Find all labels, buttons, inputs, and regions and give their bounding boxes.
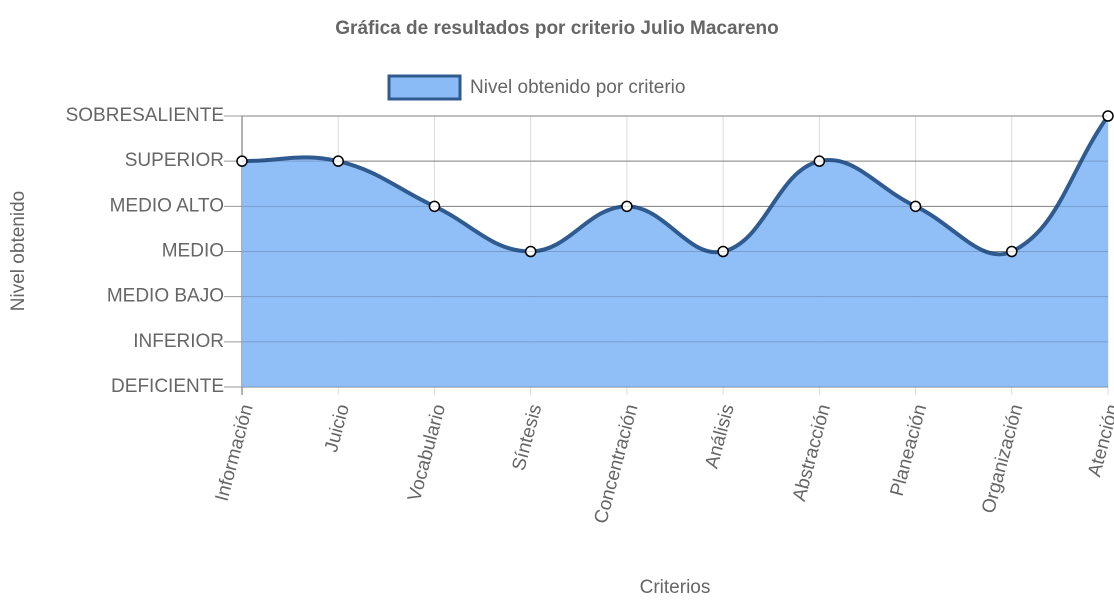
- x-tick-label: Análisis: [702, 402, 739, 471]
- area-fill: [242, 116, 1108, 387]
- y-tick-label: SUPERIOR: [125, 150, 224, 171]
- x-tick-label: Información: [212, 402, 258, 503]
- x-tick-label: Abstracción: [789, 402, 835, 503]
- line: [241, 114, 1110, 257]
- y-tick-label: MEDIO BAJO: [107, 286, 224, 307]
- point: [236, 155, 248, 167]
- chart-title: Gráfica de resultados por criterio Julio…: [335, 18, 778, 39]
- point: [1102, 110, 1114, 122]
- point: [1006, 245, 1018, 258]
- x-tick-label: Vocabulario: [404, 402, 450, 503]
- point: [524, 245, 537, 258]
- y-tick-label: MEDIO: [162, 241, 224, 262]
- y-axis-title: Nivel obtenido: [8, 191, 29, 311]
- x-axis-title: Criterios: [640, 577, 711, 598]
- legend-swatch: [387, 74, 462, 101]
- point: [621, 200, 633, 213]
- point: [909, 200, 922, 213]
- x-tick-label: Concentración: [591, 402, 643, 526]
- x-tick-label: Organización: [978, 402, 1027, 516]
- y-tick-label: SOBRESALIENTE: [66, 105, 224, 126]
- y-tick-label: INFERIOR: [133, 331, 224, 352]
- x-tick-label: Planeación: [887, 402, 932, 498]
- y-tick-label: DEFICIENTE: [111, 376, 224, 397]
- point: [813, 155, 826, 167]
- legend-label: Nivel obtenido por criterio: [470, 77, 685, 98]
- point: [428, 200, 441, 213]
- y-tick-label: MEDIO ALTO: [110, 195, 224, 216]
- point: [717, 245, 729, 258]
- x-tick-label: Atención: [1084, 402, 1114, 479]
- x-tick-label: Síntesis: [509, 402, 547, 473]
- x-tick-label: Juicio: [321, 402, 354, 454]
- point: [332, 155, 344, 167]
